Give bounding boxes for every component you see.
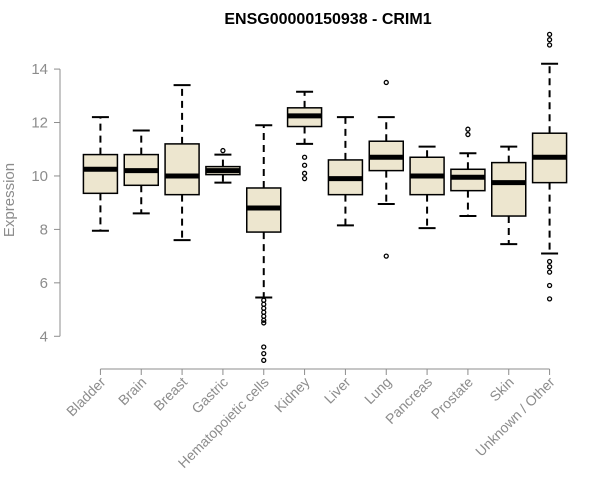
y-tick-label-12: 12 [31,115,48,132]
y-tick-label-6: 6 [40,275,48,292]
box-5 [286,90,323,182]
x-tick-label-7: Lung [361,374,394,407]
box-rect-2 [164,143,200,196]
x-tick-label-5: Kidney [271,374,313,416]
outlier-11-4 [546,264,553,270]
boxes-group [82,31,568,363]
y-tick-label-4: 4 [40,328,48,345]
x-tick-label-6: Liver [321,374,354,407]
outlier-11-0 [546,31,553,37]
box-6 [327,116,364,227]
x-tick-label-9: Prostate [428,374,476,422]
outlier-11-6 [546,282,553,289]
box-9 [450,126,486,218]
box-rect-0 [82,153,119,195]
box-11 [531,31,568,302]
box-0 [82,116,119,232]
outlier-11-5 [546,269,553,275]
box-3 [205,147,241,184]
box-8 [409,145,445,230]
outlier-4-5 [261,317,267,323]
outlier-4-6 [261,320,267,326]
box-7 [368,79,404,259]
outlier-5-0 [301,154,308,160]
outlier-5-1 [301,162,308,168]
y-tick-label-10: 10 [31,168,48,185]
y-tick-label-14: 14 [31,61,48,78]
outlier-7-1 [383,253,389,259]
outlier-9-0 [465,126,471,132]
box-rect-9 [450,168,486,192]
outlier-11-2 [546,42,553,48]
outlier-4-8 [261,350,267,357]
x-tick-label-2: Breast [150,374,190,414]
y-axis-label: Expression [1,163,18,237]
box-4 [246,124,282,363]
x-tick-label-0: Bladder [63,374,109,420]
outlier-11-1 [546,37,553,43]
outlier-5-2 [301,170,308,176]
outlier-11-7 [546,296,553,302]
x-tick-label-1: Brain [115,374,149,408]
outlier-5-3 [301,175,308,182]
box-rect-10 [491,161,527,217]
y-tick-label-8: 8 [40,221,48,238]
box-2 [164,84,200,242]
outlier-9-1 [465,131,471,138]
outlier-11-3 [546,258,553,265]
chart-title: ENSG00000150938 - CRIM1 [224,11,431,28]
box-1 [123,129,159,215]
outlier-7-0 [383,79,389,86]
y-axis: 4 6 8 10 12 14 [31,61,61,345]
x-tick-label-10: Skin [486,374,517,405]
outlier-4-9 [261,357,267,363]
outlier-4-7 [261,344,267,350]
outlier-3-0 [220,147,226,154]
box-10 [491,145,527,246]
